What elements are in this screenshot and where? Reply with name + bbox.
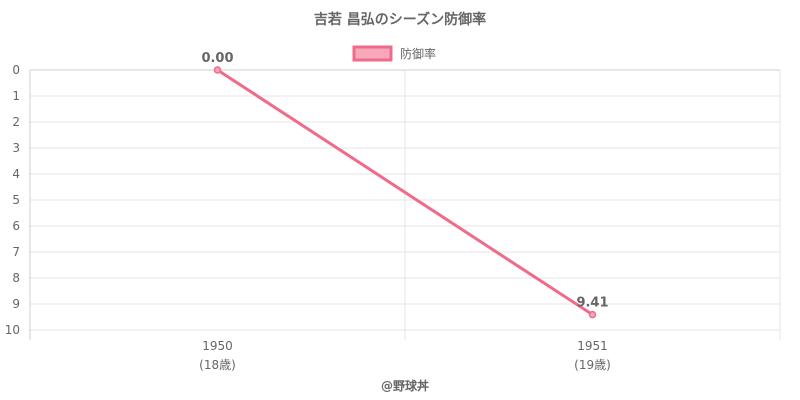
y-tick-label: 6 [12,219,20,233]
y-tick-label: 4 [12,167,20,181]
y-tick-label: 3 [12,141,20,155]
y-tick-label: 8 [12,271,20,285]
x-tick-sublabel: (19歳) [574,358,611,372]
x-tick-label: 1950 [202,339,233,353]
legend[interactable]: 防御率 [352,45,436,62]
chart-credit: @野球丼 [381,378,429,393]
y-tick-label: 9 [12,297,20,311]
data-point[interactable] [213,66,222,74]
y-tick-label: 10 [5,323,20,337]
grid [29,69,781,340]
y-tick-label: 0 [12,63,20,77]
y-tick-label: 1 [12,89,20,103]
y-tick-label: 5 [12,193,20,207]
data-label: 9.41 [576,296,608,311]
x-axis-ticks: 1950 (18歳) 1951 (19歳) [199,339,611,372]
series-layer: 0.00 9.41 [201,51,609,319]
chart-title: 吉若 昌弘のシーズン防御率 [314,11,486,28]
x-tick-sublabel: (18歳) [199,358,236,372]
data-point[interactable] [588,310,597,319]
legend-label: 防御率 [400,46,436,61]
y-tick-label: 7 [12,245,20,259]
y-axis-ticks: 0 1 2 3 4 5 6 7 8 9 10 [5,63,20,337]
legend-swatch [352,45,393,62]
series-line [216,68,594,316]
y-tick-label: 2 [12,115,20,129]
x-tick-label: 1951 [577,339,608,353]
data-label: 0.00 [201,51,233,66]
